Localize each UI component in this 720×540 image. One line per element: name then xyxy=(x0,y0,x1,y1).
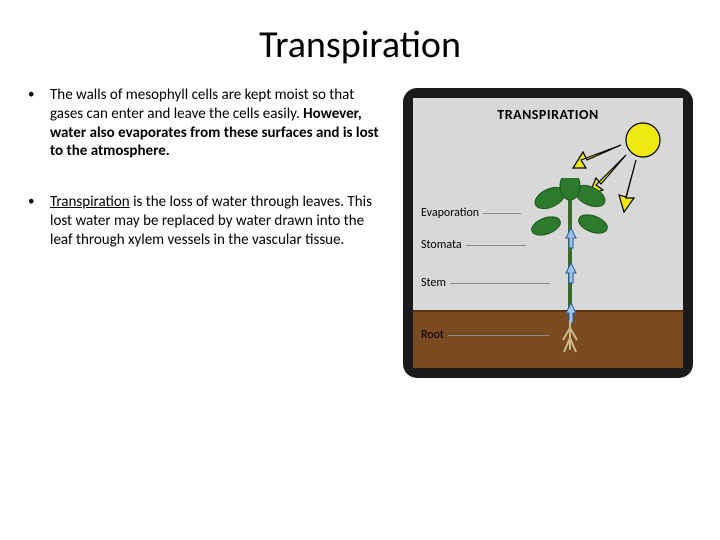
bullet-marker: • xyxy=(28,193,50,249)
label-evaporation: Evaporation xyxy=(421,206,479,220)
bullet-text: Transpiration is the loss of water throu… xyxy=(50,193,388,249)
figure-frame: TRANSPIRATION xyxy=(403,88,693,378)
plant-roots xyxy=(561,320,579,358)
figure-label: Stem xyxy=(421,276,550,290)
figure-label: Stomata xyxy=(421,238,526,252)
content-area: • The walls of mesophyll cells are kept … xyxy=(0,86,720,378)
text-column: • The walls of mesophyll cells are kept … xyxy=(28,86,403,378)
figure-label: Evaporation xyxy=(421,206,521,220)
label-stem: Stem xyxy=(421,276,446,290)
slide-title: Transpiration xyxy=(0,0,720,86)
bullet-underline: Transpiration xyxy=(50,193,130,211)
figure-panel: TRANSPIRATION xyxy=(413,98,683,368)
bullet-item: • Transpiration is the loss of water thr… xyxy=(28,193,388,249)
label-stomata: Stomata xyxy=(421,238,462,252)
bullet-marker: • xyxy=(28,86,50,161)
figure-column: TRANSPIRATION xyxy=(403,86,698,378)
figure-label: Root xyxy=(421,328,550,342)
label-root: Root xyxy=(421,328,444,342)
bullet-text: The walls of mesophyll cells are kept mo… xyxy=(50,86,388,161)
bullet-item: • The walls of mesophyll cells are kept … xyxy=(28,86,388,161)
